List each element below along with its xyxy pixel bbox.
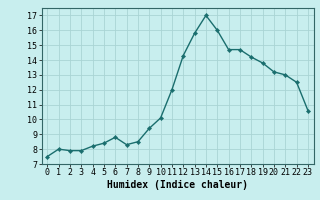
X-axis label: Humidex (Indice chaleur): Humidex (Indice chaleur) bbox=[107, 180, 248, 190]
